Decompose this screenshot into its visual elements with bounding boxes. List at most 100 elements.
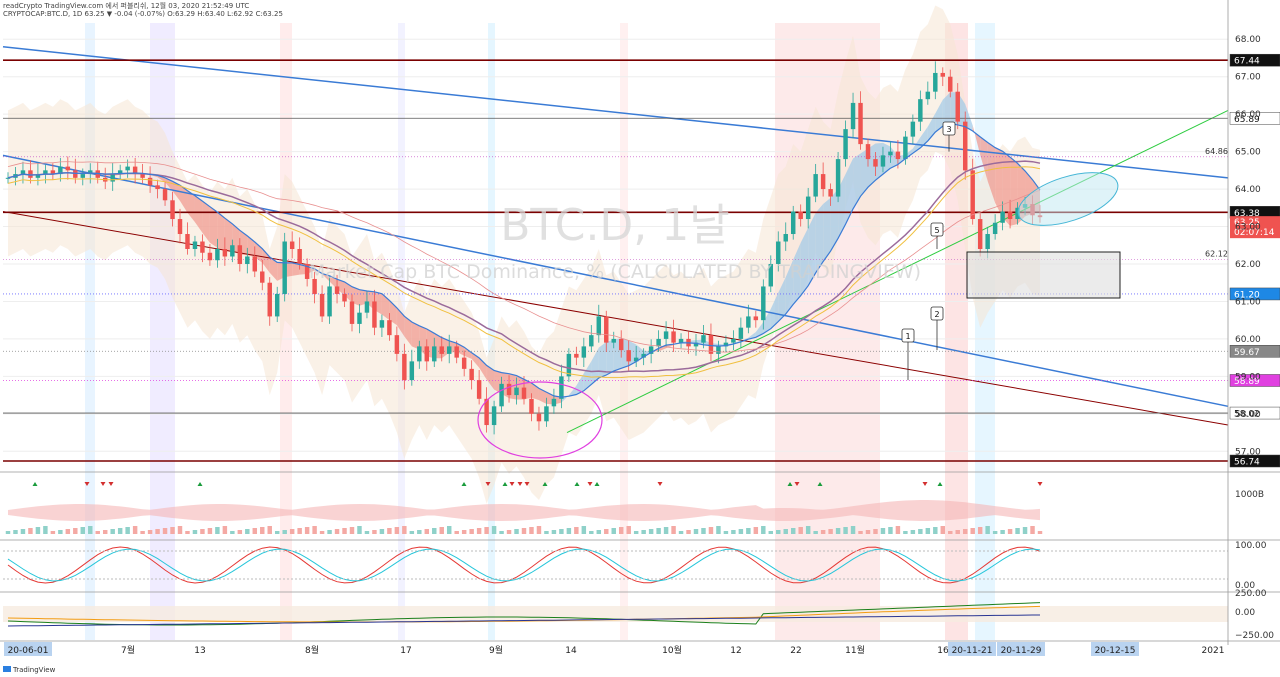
volume-bar: [162, 528, 168, 534]
candle-body: [469, 368, 474, 381]
candle-body: [888, 151, 893, 156]
x-tick-label: 20-06-01: [8, 646, 49, 656]
x-tick-label: 8월: [305, 644, 319, 656]
candle-body: [731, 338, 736, 343]
candle-body: [185, 234, 190, 249]
x-tick-label: 20-11-21: [952, 646, 993, 656]
candle-body: [80, 174, 86, 178]
volume-bar: [110, 529, 115, 534]
candle-body: [364, 301, 370, 313]
signal-marker: [937, 482, 943, 486]
volume-bar: [476, 528, 482, 534]
inline-level-label: 62.12: [1205, 249, 1228, 258]
inline-level-label: 64.86: [1205, 147, 1228, 156]
volume-bar: [708, 527, 714, 534]
signal-marker: [100, 482, 106, 486]
grey-box: [966, 251, 1121, 299]
volume-bar: [663, 527, 669, 534]
candle-body: [297, 249, 302, 264]
candle-body: [977, 219, 983, 249]
volume-bar: [753, 527, 759, 534]
x-tick-label: 14: [565, 646, 577, 656]
volume-bar: [469, 529, 474, 534]
volume-bar: [88, 526, 93, 534]
candle-body: [648, 346, 654, 354]
volume-bar: [918, 529, 923, 534]
volume-bar: [222, 526, 228, 534]
y-tick-label: 63.00: [1235, 223, 1261, 233]
candle-body: [626, 350, 631, 362]
candle-body: [746, 316, 751, 328]
x-tick-label: 9월: [489, 644, 503, 656]
tradingview-logo-icon: [3, 666, 11, 672]
candle-body: [177, 219, 183, 235]
candle-body: [461, 357, 467, 369]
candle-body: [663, 331, 669, 339]
candle-body: [162, 189, 168, 201]
signal-marker: [502, 482, 508, 486]
signal-marker: [524, 482, 530, 486]
x-tick-label: 20-12-15: [1095, 646, 1136, 656]
candle-body: [147, 177, 153, 186]
y-tick-label: 61.00: [1235, 297, 1261, 307]
candle-body: [918, 99, 923, 122]
volume-bar: [342, 528, 347, 534]
volume-bar: [813, 531, 818, 534]
ma-ribbon-segment: [576, 373, 584, 395]
volume-cloud: [8, 500, 1040, 521]
candle-body: [215, 249, 220, 261]
candle-body: [828, 189, 833, 197]
candle-body: [723, 342, 729, 347]
ma-ribbon-segment: [292, 262, 300, 276]
ma-ribbon-segment: [404, 316, 412, 347]
ma-ribbon-segment: [853, 153, 861, 209]
volume-bar: [117, 528, 123, 534]
volume-bar: [828, 529, 833, 534]
volume-bar: [35, 527, 41, 534]
ma-ribbon-segment: [785, 259, 794, 315]
x-tick-label: 10월: [662, 644, 682, 656]
candle-body: [484, 398, 489, 426]
volume-bar: [731, 530, 736, 534]
ma-ribbon-segment: [980, 136, 988, 181]
ma-ribbon-segment: [1002, 151, 1011, 226]
wave-label: 2: [934, 310, 939, 319]
volume-bar: [880, 528, 886, 534]
volume-bar: [820, 530, 826, 534]
volume-bar: [297, 528, 302, 534]
ma-ribbon-segment: [352, 286, 360, 306]
x-label-highlight: [948, 642, 996, 656]
candle-body: [820, 174, 826, 190]
ma-ribbon-segment: [262, 248, 270, 273]
volume-bar: [446, 526, 452, 534]
price-level-tag: [1229, 406, 1280, 420]
volume-bar: [304, 527, 310, 534]
candle-body: [5, 177, 11, 179]
chart-header-line2: CRYPTOCAP:BTC.D, 1D 63.25 ▼ -0.04 (-0.07…: [3, 10, 283, 18]
candle-body: [671, 331, 676, 343]
candle-body: [132, 166, 138, 175]
volume-bar: [230, 531, 235, 534]
volume-bar: [933, 527, 938, 534]
volume-bar: [394, 527, 400, 534]
volume-bar: [215, 527, 220, 534]
blue-trendline-upper: [2, 45, 1229, 179]
y-tick-label: 65.00: [1235, 148, 1261, 158]
stoch-axis-label: 100.00: [1235, 541, 1267, 551]
volume-bar: [566, 528, 572, 534]
volume-bar: [544, 531, 549, 534]
candle-body: [222, 249, 228, 257]
volume-bar: [402, 526, 407, 534]
price-level-label: 65.89: [1234, 115, 1260, 125]
ma-ribbon-segment: [471, 352, 480, 368]
candle-body: [641, 353, 646, 358]
volume-bar: [267, 526, 272, 534]
candle-body: [544, 406, 549, 422]
candle-body: [20, 170, 26, 175]
candle-body: [738, 327, 744, 339]
price-level-tag: [1229, 374, 1280, 387]
signal-marker: [84, 482, 90, 486]
volume-bar: [604, 529, 609, 534]
candle-body: [656, 338, 661, 347]
